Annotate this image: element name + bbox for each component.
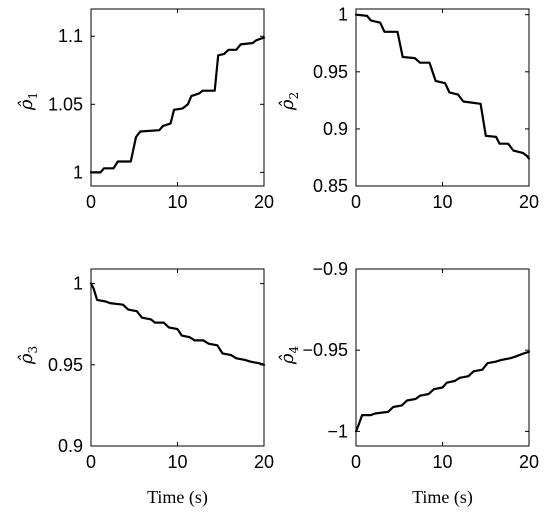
series-line (89, 282, 266, 366)
y-axis-label: ρ̂2 (277, 92, 301, 111)
axes-box (90, 8, 265, 187)
y-axis-label-symbol: ρ̂ (277, 353, 298, 365)
y-tick-label: 1 (73, 274, 83, 294)
x-tick-label: 20 (254, 452, 274, 472)
axes-box (355, 8, 530, 187)
series-line (89, 36, 266, 174)
x-tick-label: 0 (86, 452, 96, 472)
subplot-rho-3: 0 10 20 0.9 0.95 1 ρ̂3 Time (s) (16, 268, 274, 508)
y-tick-label: −0.95 (302, 340, 348, 360)
y-tick-label: 0.95 (48, 355, 83, 375)
y-axis-label-symbol: ρ̂ (16, 99, 37, 111)
y-axis-label: ρ̂1 (16, 92, 40, 111)
x-tick-label: 10 (432, 452, 452, 472)
x-axis-label: Time (s) (412, 487, 473, 508)
y-axis-label-subscript: 3 (26, 346, 40, 354)
y-tick-label: 0.85 (313, 176, 348, 196)
x-tick-label: 20 (519, 452, 539, 472)
y-tick-label: −1 (327, 421, 348, 441)
y-axis-label-symbol: ρ̂ (16, 353, 37, 365)
x-tick-label: 20 (519, 192, 539, 212)
y-axis-label-subscript: 4 (287, 346, 301, 354)
y-tick-label: 0.95 (313, 62, 348, 82)
y-tick-label: −0.9 (312, 259, 348, 279)
axes-box (355, 268, 530, 447)
x-tick-label: 0 (86, 192, 96, 212)
y-axis-label: ρ̂3 (16, 346, 40, 365)
y-tick-label: 0.9 (58, 436, 83, 456)
y-tick-label: 1 (73, 162, 83, 182)
x-axis-label: Time (s) (147, 487, 208, 508)
series-line (354, 350, 531, 433)
y-axis-label-subscript: 1 (26, 92, 40, 100)
x-tick-label: 10 (432, 192, 452, 212)
x-tick-label: 0 (351, 192, 361, 212)
series-line (354, 13, 531, 160)
y-tick-label: 1 (338, 5, 348, 25)
y-tick-label: 0.9 (323, 119, 348, 139)
y-axis-label-symbol: ρ̂ (277, 99, 298, 111)
y-axis-label-subscript: 2 (287, 92, 301, 100)
x-tick-label: 10 (167, 452, 187, 472)
y-tick-label: 1.1 (58, 26, 83, 46)
subplot-rho-2: 0 10 20 0.85 0.9 0.95 1 ρ̂2 (277, 5, 539, 212)
y-tick-label: 1.05 (48, 94, 83, 114)
x-tick-label: 0 (351, 452, 361, 472)
axes-box (90, 268, 265, 447)
x-tick-label: 20 (254, 192, 274, 212)
x-tick-label: 10 (167, 192, 187, 212)
y-axis-label: ρ̂4 (277, 346, 301, 366)
subplot-rho-4: 0 10 20 −1 −0.95 −0.9 ρ̂4 Time (s) (277, 259, 539, 508)
